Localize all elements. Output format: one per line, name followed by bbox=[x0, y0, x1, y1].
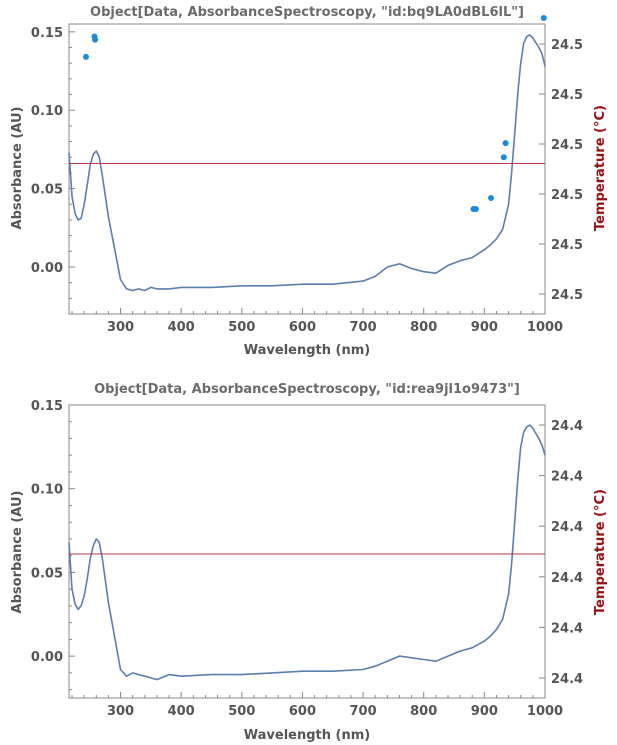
chart-1-temperature-point bbox=[92, 36, 99, 43]
chart-2-y2-axis: 24.4 24.4 24.4 24.4 24.4 24.4 bbox=[539, 419, 583, 687]
chart-1-x-axis: 300 400 500 600 700 800 900 1000 bbox=[71, 308, 563, 335]
chart-1-y2-tick-label: 24.5 bbox=[551, 288, 583, 303]
chart-2-x-tick-label: 300 bbox=[107, 704, 134, 719]
chart-1-y2-tick-label: 24.5 bbox=[551, 38, 583, 53]
chart-2-plot-frame bbox=[68, 404, 546, 699]
chart-1-temperature-point bbox=[540, 15, 547, 21]
chart-1-temperature-point bbox=[500, 154, 507, 161]
chart-2-y-tick-label: 0.05 bbox=[31, 566, 63, 581]
chart-1-x-tick-label: 400 bbox=[168, 320, 195, 335]
chart-2-x-axis-label: Wavelength (nm) bbox=[244, 728, 370, 743]
chart-1-x-axis-label: Wavelength (nm) bbox=[244, 343, 370, 358]
chart-1-y-tick-label: 0.00 bbox=[31, 261, 63, 276]
chart-2-x-tick-label: 400 bbox=[168, 704, 195, 719]
chart-2-x-tick-label: 700 bbox=[350, 704, 377, 719]
chart-2-y-tick-label: 0.10 bbox=[31, 483, 63, 498]
chart-2-x-tick-label: 900 bbox=[471, 704, 498, 719]
chart-2-y-axis-label: Absorbance (AU) bbox=[10, 491, 25, 614]
chart-2-title: Object[Data, AbsorbanceSpectroscopy, "id… bbox=[94, 382, 520, 397]
chart-2-x-tick-label: 500 bbox=[228, 704, 255, 719]
chart-1-marks bbox=[68, 15, 547, 292]
chart-1-temperature-point bbox=[82, 53, 89, 60]
chart-1-x-tick-label: 500 bbox=[228, 320, 255, 335]
chart-2-y2-tick-label: 24.4 bbox=[551, 520, 583, 535]
chart-1-title: Object[Data, AbsorbanceSpectroscopy, "id… bbox=[90, 5, 524, 20]
chart-2-marks bbox=[68, 424, 546, 681]
chart-2-y2-tick-label: 24.4 bbox=[551, 571, 583, 586]
chart-2-y-tick-label: 0.00 bbox=[31, 650, 63, 665]
chart-2-x-tick-label: 1000 bbox=[527, 704, 563, 719]
chart-1-y2-axis: 24.5 24.5 24.5 24.5 24.5 24.5 bbox=[539, 38, 583, 303]
chart-2: Object[Data, AbsorbanceSpectroscopy, "id… bbox=[10, 382, 608, 743]
chart-2-y-tick-label: 0.15 bbox=[31, 399, 63, 414]
chart-1-absorbance-line bbox=[68, 34, 546, 292]
chart-2-y-axis: 0.00 0.05 0.10 0.15 bbox=[31, 399, 75, 691]
chart-1-x-tick-label: 1000 bbox=[527, 320, 563, 335]
chart-2-x-axis: 300 400 500 600 700 800 900 1000 bbox=[71, 692, 563, 719]
chart-2-absorbance-line bbox=[68, 424, 546, 681]
chart-2-y2-tick-label: 24.4 bbox=[551, 672, 583, 687]
chart-1-y-tick-label: 0.05 bbox=[31, 183, 63, 198]
chart-1-y-axis-label: Absorbance (AU) bbox=[10, 107, 25, 230]
chart-2-y2-tick-label: 24.4 bbox=[551, 419, 583, 434]
chart-1-y-tick-label: 0.10 bbox=[31, 104, 63, 119]
chart-1-temperature-point bbox=[488, 195, 495, 201]
chart-1: Object[Data, AbsorbanceSpectroscopy, "id… bbox=[10, 5, 608, 358]
chart-2-x-tick-label: 800 bbox=[410, 704, 437, 719]
chart-1-x-tick-label: 800 bbox=[410, 320, 437, 335]
chart-1-y2-tick-label: 24.5 bbox=[551, 138, 583, 153]
chart-1-y-tick-label: 0.15 bbox=[31, 26, 63, 41]
chart-1-plot-frame bbox=[68, 23, 546, 315]
chart-1-temperature-point bbox=[502, 140, 509, 147]
chart-1-x-tick-label: 600 bbox=[289, 320, 316, 335]
chart-2-x-tick-label: 600 bbox=[289, 704, 316, 719]
chart-1-x-tick-label: 300 bbox=[107, 320, 134, 335]
chart-1-y2-tick-label: 24.5 bbox=[551, 238, 583, 253]
chart-1-y2-axis-label: Temperature (°C) bbox=[593, 105, 608, 231]
chart-2-y2-axis-label: Temperature (°C) bbox=[593, 489, 608, 615]
chart-1-y2-tick-label: 24.5 bbox=[551, 188, 583, 203]
chart-1-x-tick-label: 900 bbox=[471, 320, 498, 335]
chart-1-y2-tick-label: 24.5 bbox=[551, 88, 583, 103]
chart-2-y2-tick-label: 24.4 bbox=[551, 621, 583, 636]
chart-1-x-tick-label: 700 bbox=[350, 320, 377, 335]
chart-1-temperature-point bbox=[472, 205, 479, 212]
chart-1-y-axis: 0.00 0.05 0.10 0.15 bbox=[31, 26, 75, 315]
chart-2-y2-tick-label: 24.4 bbox=[551, 470, 583, 485]
